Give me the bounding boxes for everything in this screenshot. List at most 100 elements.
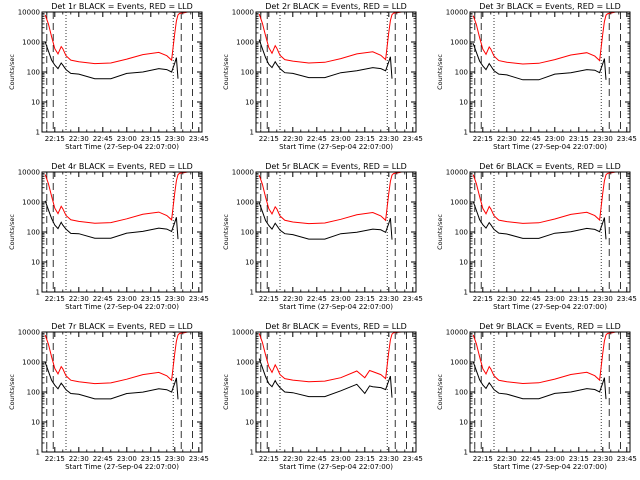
lld-series-line: [258, 172, 402, 225]
y-tick-label: 1: [464, 129, 468, 137]
lld-series-line: [44, 172, 188, 224]
x-axis-label: Start Time (27-Sep-04 22:07:00): [493, 463, 607, 471]
lld-series-line: [472, 172, 616, 224]
events-series-line: [258, 358, 393, 398]
x-tick-label: 23:45: [403, 135, 423, 143]
panel-title: Det 8r BLACK = Events, RED = LLD: [265, 322, 407, 331]
x-tick-label: 22:45: [521, 455, 541, 463]
y-tick-label: 1000: [236, 199, 254, 207]
x-tick-label: 22:45: [307, 455, 327, 463]
panel-title: Det 9r BLACK = Events, RED = LLD: [479, 322, 621, 331]
panel-title: Det 2r BLACK = Events, RED = LLD: [265, 2, 407, 11]
x-tick-label: 23:30: [593, 135, 613, 143]
x-tick-label: 23:45: [189, 455, 209, 463]
x-tick-label: 22:45: [93, 455, 113, 463]
y-tick-label: 1: [464, 449, 468, 457]
x-tick-label: 23:00: [331, 455, 351, 463]
y-tick-label: 1000: [22, 39, 40, 47]
x-tick-label: 22:30: [283, 295, 303, 303]
y-axis-label: Counts/sec: [436, 54, 444, 90]
y-tick-label: 10000: [18, 9, 40, 17]
y-tick-label: 10000: [232, 9, 254, 17]
panel-grid: Det 1r BLACK = Events, RED = LLD 1 10 100 10…: [8, 2, 637, 471]
events-series-line: [44, 41, 179, 80]
y-tick-label: 100: [27, 389, 40, 397]
x-tick-label: 22:15: [259, 455, 279, 463]
y-axis-label: Counts/sec: [8, 214, 16, 250]
x-tick-label: 23:15: [141, 295, 161, 303]
x-tick-label: 23:30: [165, 135, 185, 143]
x-tick-label: 23:45: [617, 135, 637, 143]
y-tick-label: 1000: [22, 199, 40, 207]
x-axis-label: Start Time (27-Sep-04 22:07:00): [279, 143, 393, 151]
panel-det-9: Det 9r BLACK = Events, RED = LLD 1 10 100 10…: [436, 322, 637, 471]
y-tick-label: 10: [245, 99, 254, 107]
x-tick-label: 23:30: [593, 295, 613, 303]
x-tick-label: 22:45: [307, 135, 327, 143]
x-tick-label: 23:45: [617, 455, 637, 463]
y-axis-label: Counts/sec: [8, 54, 16, 90]
events-series-line: [44, 200, 179, 240]
x-tick-label: 23:30: [379, 135, 399, 143]
y-axis-label: Counts/sec: [436, 374, 444, 410]
x-tick-label: 22:15: [45, 455, 65, 463]
y-tick-label: 1: [464, 289, 468, 297]
y-tick-label: 100: [241, 229, 254, 237]
x-tick-label: 22:15: [473, 295, 493, 303]
y-tick-label: 10000: [446, 329, 468, 337]
x-tick-label: 22:30: [69, 135, 89, 143]
x-tick-label: 22:30: [283, 455, 303, 463]
x-tick-label: 22:15: [45, 295, 65, 303]
y-tick-label: 1000: [236, 359, 254, 367]
y-tick-label: 100: [241, 389, 254, 397]
lld-series-line: [44, 332, 188, 385]
lld-series-line: [258, 12, 402, 64]
x-axis-label: Start Time (27-Sep-04 22:07:00): [65, 463, 179, 471]
panel-det-1: Det 1r BLACK = Events, RED = LLD 1 10 100 10…: [8, 2, 209, 151]
y-tick-label: 1000: [450, 39, 468, 47]
y-axis-label: Counts/sec: [8, 374, 16, 410]
x-tick-label: 23:00: [545, 135, 565, 143]
y-tick-label: 10: [31, 99, 40, 107]
x-tick-label: 22:30: [69, 455, 89, 463]
y-axis-label: Counts/sec: [222, 214, 230, 250]
y-tick-label: 1000: [450, 359, 468, 367]
panel-det-6: Det 6r BLACK = Events, RED = LLD 1 10 100 10…: [436, 162, 637, 311]
panel-title: Det 1r BLACK = Events, RED = LLD: [51, 2, 193, 11]
x-axis-label: Start Time (27-Sep-04 22:07:00): [65, 143, 179, 151]
x-axis-label: Start Time (27-Sep-04 22:07:00): [493, 143, 607, 151]
x-tick-label: 23:45: [403, 295, 423, 303]
y-tick-label: 10000: [232, 329, 254, 337]
x-tick-label: 23:15: [569, 455, 589, 463]
x-tick-label: 22:15: [473, 135, 493, 143]
y-tick-label: 10000: [18, 329, 40, 337]
y-tick-label: 10000: [446, 169, 468, 177]
y-tick-label: 100: [455, 389, 468, 397]
x-axis-label: Start Time (27-Sep-04 22:07:00): [493, 303, 607, 311]
x-tick-label: 22:30: [497, 135, 517, 143]
x-tick-label: 23:00: [331, 135, 351, 143]
panel-det-2: Det 2r BLACK = Events, RED = LLD 1 10 100 10…: [222, 2, 423, 151]
x-axis-label: Start Time (27-Sep-04 22:07:00): [279, 463, 393, 471]
y-axis-label: Counts/sec: [222, 374, 230, 410]
x-tick-label: 22:45: [93, 135, 113, 143]
y-tick-label: 10: [245, 259, 254, 267]
x-tick-label: 22:45: [307, 295, 327, 303]
events-series-line: [258, 202, 393, 240]
panel-det-3: Det 3r BLACK = Events, RED = LLD 1 10 100 10…: [436, 2, 637, 151]
panel-det-7: Det 7r BLACK = Events, RED = LLD 1 10 100 10…: [8, 322, 209, 471]
events-series-line: [472, 361, 607, 400]
panel-det-5: Det 5r BLACK = Events, RED = LLD 1 10 100 10…: [222, 162, 423, 311]
y-tick-label: 100: [455, 229, 468, 237]
panel-title: Det 5r BLACK = Events, RED = LLD: [265, 162, 407, 171]
x-tick-label: 23:30: [165, 295, 185, 303]
x-tick-label: 23:15: [355, 295, 375, 303]
y-tick-label: 100: [27, 229, 40, 237]
y-tick-label: 1: [250, 129, 254, 137]
y-tick-label: 1: [250, 289, 254, 297]
x-tick-label: 23:00: [117, 455, 137, 463]
x-tick-label: 23:30: [379, 295, 399, 303]
y-tick-label: 10: [31, 419, 40, 427]
